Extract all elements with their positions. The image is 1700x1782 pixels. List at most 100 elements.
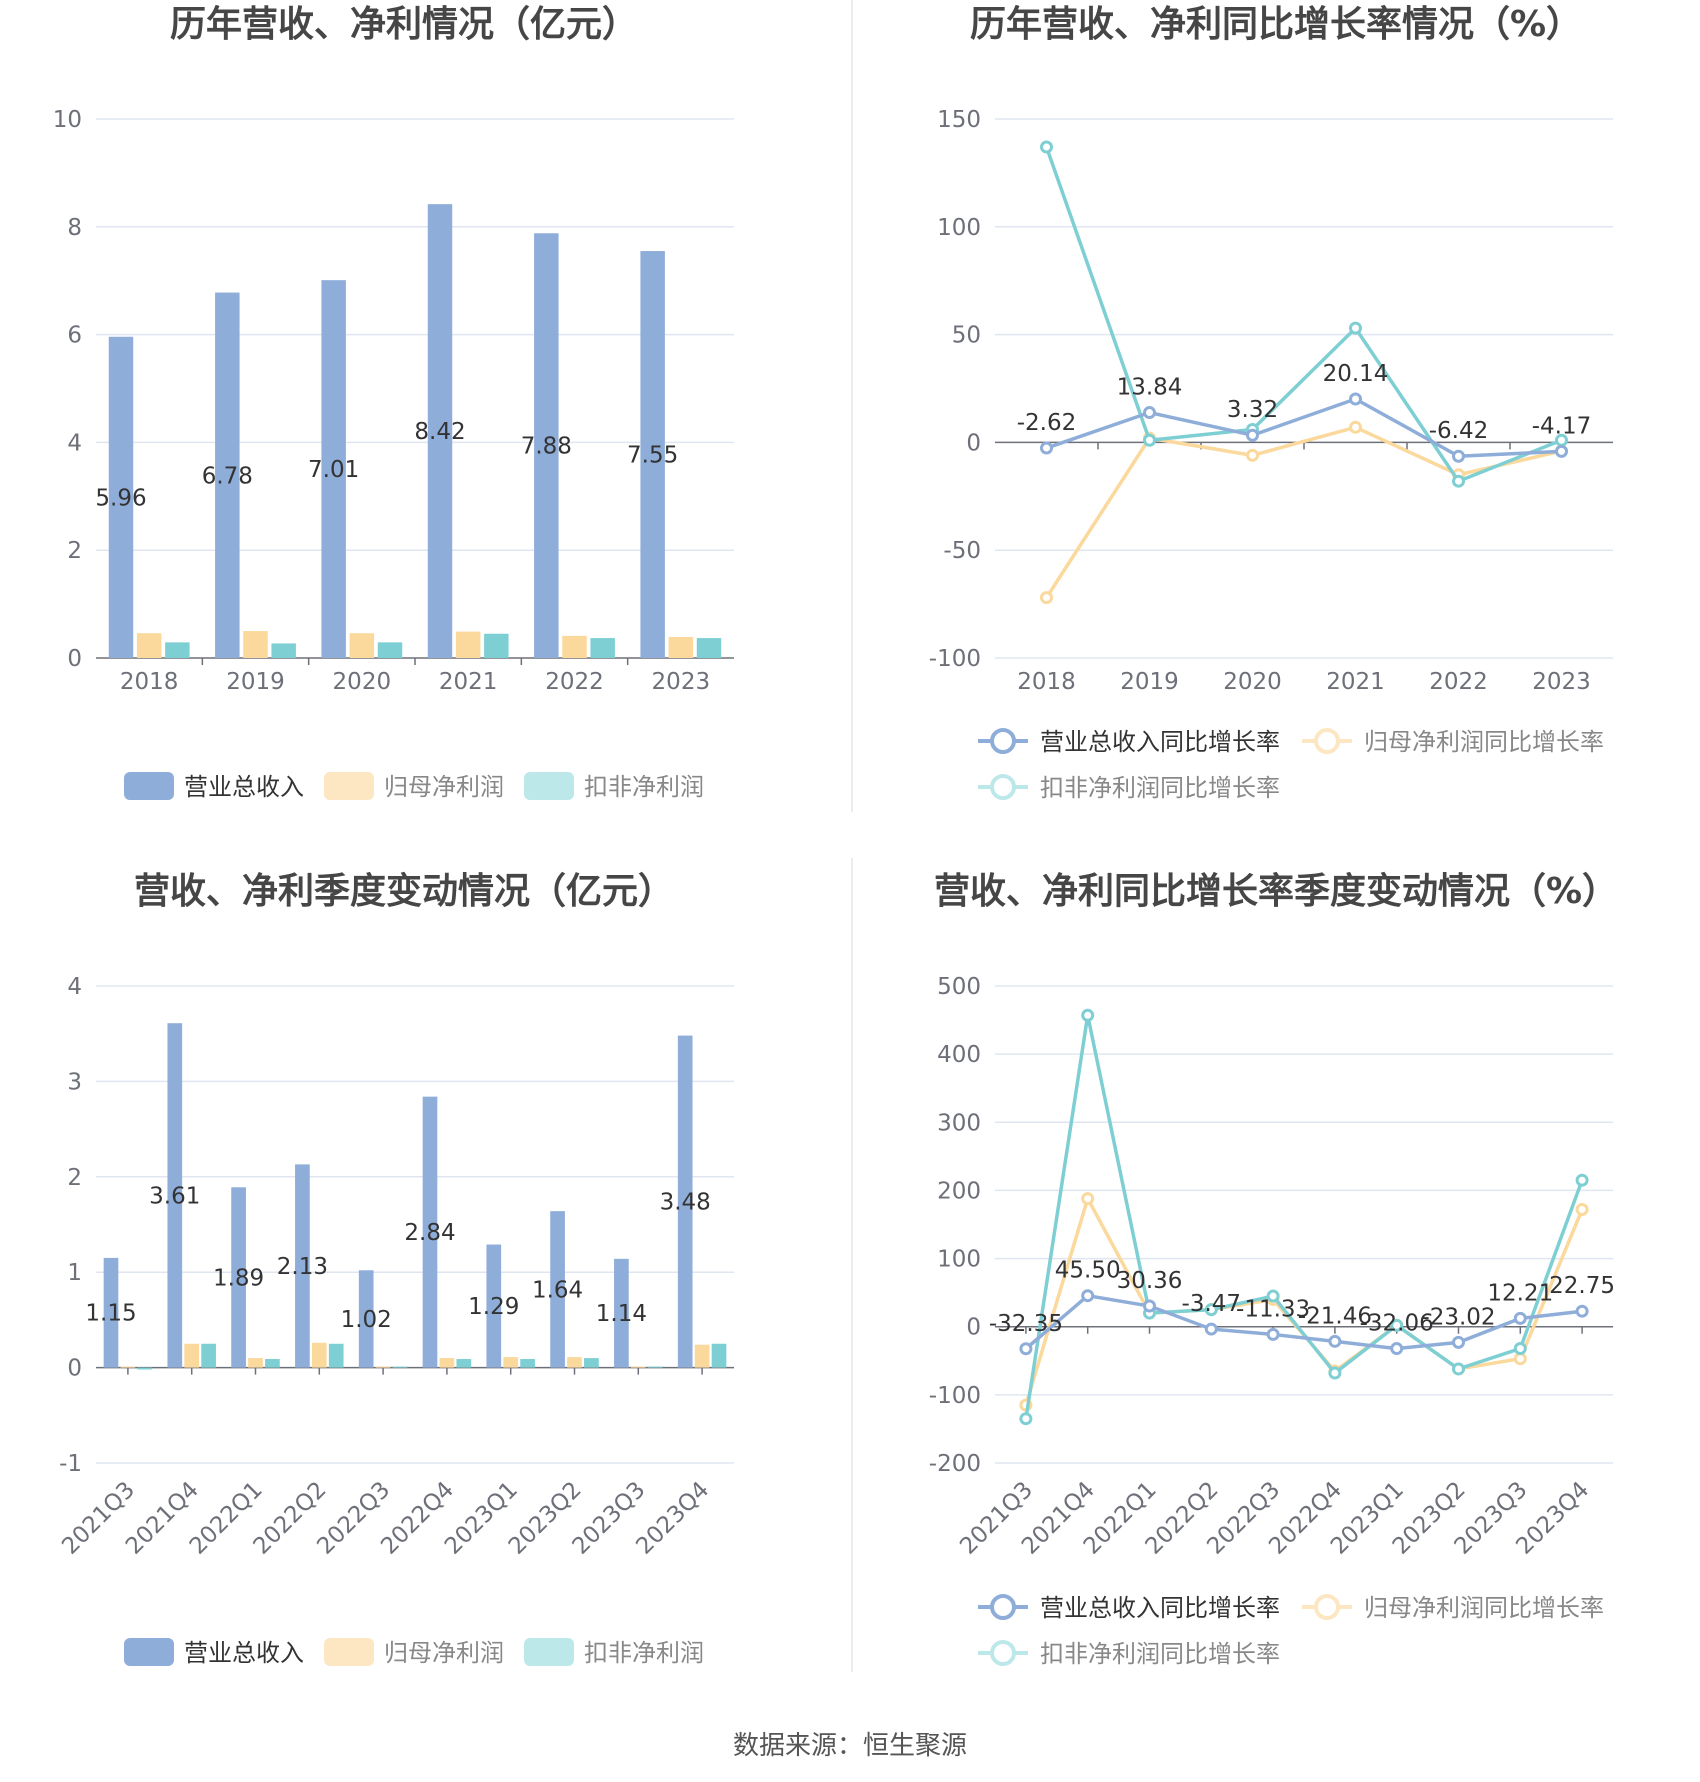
- data-label: -3.47: [1182, 1291, 1242, 1317]
- data-point: [1452, 1362, 1465, 1376]
- bar-1: [677, 1035, 693, 1368]
- x-tick-label: 2020: [333, 669, 392, 695]
- data-label: 20.14: [1323, 361, 1389, 387]
- bar-3: [584, 1358, 599, 1368]
- y-tick-label: 500: [937, 974, 981, 1000]
- y-tick-label: 200: [937, 1178, 981, 1204]
- data-label: -23.02: [1421, 1304, 1495, 1330]
- bar-1: [427, 204, 453, 659]
- data-point: [1349, 420, 1362, 434]
- x-tick-label: 2022: [545, 669, 604, 695]
- y-tick-label: 150: [937, 107, 981, 133]
- data-point: [1246, 448, 1259, 462]
- y-tick-label: -1: [59, 1451, 82, 1477]
- data-label: 3.61: [149, 1183, 200, 1209]
- data-point: [1328, 1366, 1342, 1380]
- data-label: 1.89: [213, 1265, 264, 1291]
- bar-2: [243, 631, 268, 658]
- y-tick-label: -100: [929, 1383, 981, 1409]
- x-tick-label: 2023: [1532, 669, 1591, 695]
- data-label: 1.15: [85, 1301, 136, 1327]
- series-line-3: [1044, 146, 1563, 484]
- data-point: [1575, 1304, 1589, 1318]
- bar-3: [271, 643, 296, 658]
- y-tick-label: 2: [67, 538, 82, 564]
- data-label: 22.75: [1549, 1273, 1615, 1299]
- bar-1: [167, 1023, 183, 1368]
- bar-1: [321, 280, 346, 658]
- bar-2: [120, 1366, 136, 1368]
- data-label: 2.13: [277, 1254, 328, 1280]
- series-line-1: [1024, 1293, 1583, 1351]
- series-line-2: [1045, 425, 1562, 599]
- bar-1: [231, 1187, 246, 1368]
- data-point: [1204, 1303, 1218, 1317]
- legend-swatch-3: [524, 1638, 574, 1666]
- annual-growth-rate-chart: 历年营收、净利同比增长率情况（%） -100 -50 0 50 100 150 2018 201…: [929, 4, 1613, 802]
- x-tick-label: 2019: [226, 669, 285, 695]
- bar-3: [265, 1359, 280, 1368]
- data-label: -32.35: [989, 1311, 1063, 1337]
- x-tick-label: 2018: [120, 669, 179, 695]
- data-point: [1040, 140, 1053, 154]
- data-point: [1081, 1008, 1095, 1022]
- y-tick-label: 50: [952, 323, 981, 349]
- bar-3: [647, 1366, 663, 1368]
- bar-3: [392, 1366, 408, 1368]
- data-point: [1390, 1342, 1404, 1356]
- data-point: [1555, 444, 1568, 458]
- x-tick-label: 2021: [1326, 669, 1385, 695]
- data-label: 1.29: [468, 1294, 519, 1320]
- data-point: [1246, 428, 1259, 442]
- bar-2: [694, 1344, 710, 1368]
- data-point: [1040, 441, 1053, 455]
- x-tick-label: 2019: [1120, 669, 1179, 695]
- bar-2: [503, 1357, 519, 1368]
- data-point: [1575, 1173, 1589, 1187]
- bar-3: [328, 1343, 344, 1368]
- bar-2: [311, 1342, 327, 1368]
- data-point: [1143, 406, 1156, 420]
- bar-1: [534, 233, 559, 658]
- bar-2: [455, 631, 481, 658]
- legend-swatch-1: [124, 772, 174, 800]
- bar-1: [486, 1244, 502, 1368]
- y-tick-label: 0: [966, 1315, 981, 1341]
- data-point: [1040, 591, 1053, 605]
- legend-label-1: 营业总收入: [184, 1639, 304, 1667]
- y-tick-label: 10: [53, 107, 82, 133]
- legend-marker-3: [990, 774, 1016, 800]
- data-point: [1575, 1203, 1589, 1217]
- data-point: [1081, 1289, 1095, 1303]
- bar-3: [165, 642, 190, 658]
- data-point: [1513, 1352, 1527, 1366]
- bar-1: [614, 1258, 629, 1368]
- series-line-1: [1045, 397, 1562, 459]
- data-point: [1452, 449, 1465, 463]
- bar-3: [456, 1359, 472, 1368]
- data-label: 3.32: [1227, 397, 1278, 423]
- series-line-3: [1024, 1014, 1584, 1419]
- data-label: 12.21: [1487, 1280, 1553, 1306]
- data-label: 7.55: [627, 443, 678, 469]
- bar-2: [375, 1366, 391, 1368]
- bar-3: [137, 1367, 153, 1370]
- data-point: [1081, 1192, 1095, 1206]
- legend-label-2: 归母净利润同比增长率: [1364, 1594, 1604, 1622]
- bar-1: [358, 1270, 374, 1368]
- data-label: 7.88: [521, 434, 572, 460]
- data-point: [1019, 1412, 1033, 1426]
- legend-label-2: 归母净利润同比增长率: [1364, 728, 1604, 756]
- chart-title: 历年营收、净利情况（亿元）: [170, 4, 638, 45]
- y-tick-label: 100: [937, 215, 981, 241]
- bar-1: [295, 1164, 310, 1368]
- data-label: 1.02: [341, 1307, 392, 1333]
- data-point: [1143, 433, 1156, 447]
- data-point: [1390, 1318, 1404, 1332]
- bar-3: [590, 638, 615, 658]
- data-point: [1349, 392, 1362, 406]
- data-point: [1513, 1342, 1527, 1356]
- chart-title: 历年营收、净利同比增长率情况（%）: [970, 4, 1582, 45]
- y-tick-label: 300: [937, 1110, 981, 1136]
- legend-marker-2: [1314, 1594, 1340, 1620]
